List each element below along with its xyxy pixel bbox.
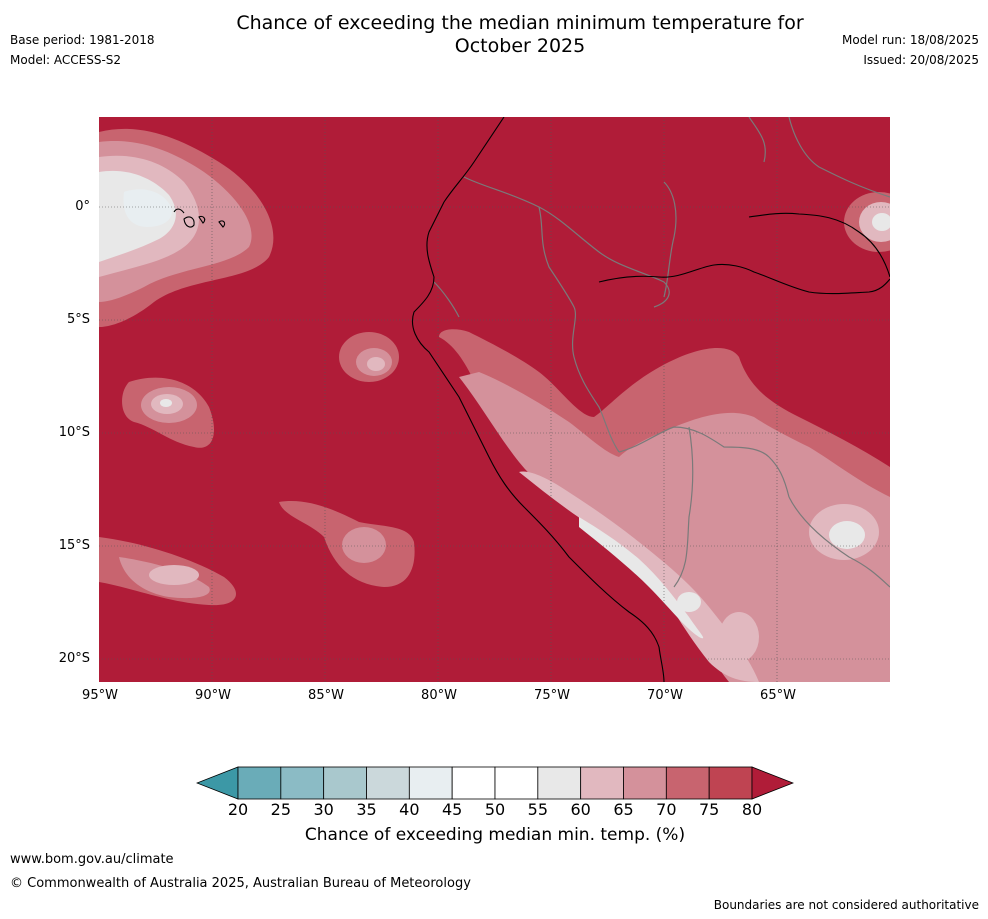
- lat-tick-10s: 10°S: [58, 425, 90, 440]
- lat-tick-5s: 5°S: [66, 312, 90, 327]
- colorbar-tick-45: 45: [441, 800, 463, 819]
- lat-tick-0: 0°: [75, 199, 90, 214]
- colorbar-swatch-30: [323, 766, 367, 800]
- colorbar-tick-55: 55: [527, 800, 548, 819]
- colorbar-tick-25: 25: [270, 800, 291, 819]
- contour-ocean-blob-4: [99, 537, 236, 606]
- national-boundaries: [433, 117, 890, 588]
- colorbar-swatch-55: [537, 766, 582, 800]
- colorbar-extend-low: [196, 766, 239, 800]
- colorbar-tick-40: 40: [399, 800, 420, 819]
- copyright: © Commonwealth of Australia 2025, Austra…: [10, 876, 471, 891]
- meta-right: Model run: 18/08/2025 Issued: 20/08/2025: [842, 30, 979, 70]
- colorbar-swatch-35: [366, 766, 410, 800]
- colorbar-tick-35: 35: [356, 800, 377, 819]
- graticule: [99, 117, 890, 682]
- disclaimer: Boundaries are not considered authoritat…: [713, 898, 979, 912]
- lon-tick-75w: 75°W: [534, 688, 570, 703]
- colorbar-swatch-65: [623, 766, 667, 800]
- lon-tick-65w: 65°W: [760, 688, 796, 703]
- lon-tick-80w: 80°W: [421, 688, 457, 703]
- lon-tick-85w: 85°W: [308, 688, 344, 703]
- map-title: Chance of exceeding the median minimum t…: [0, 12, 988, 58]
- contour-ocean-blob-3: [279, 501, 415, 587]
- title-line-1: Chance of exceeding the median minimum t…: [236, 12, 804, 34]
- colorbar-label: Chance of exceeding median min. temp. (%…: [304, 825, 686, 845]
- model-run: Model run: 18/08/2025: [841, 33, 979, 47]
- colorbar-swatch-45: [451, 766, 496, 800]
- title-line-2: October 2025: [454, 35, 586, 57]
- colorbar-swatch-60: [580, 766, 624, 800]
- website-link[interactable]: www.bom.gov.au/climate: [10, 852, 174, 867]
- lat-tick-15s: 15°S: [58, 538, 90, 553]
- colorbar-swatch-50: [494, 766, 539, 800]
- colorbar-tick-80: 80: [741, 800, 763, 819]
- colorbar-swatch-40: [408, 766, 453, 800]
- lat-tick-20s: 20°S: [58, 651, 90, 666]
- coastline: [173, 117, 890, 682]
- contour-ocean-blob-2: [122, 377, 214, 448]
- colorbar-tick-20: 20: [227, 800, 249, 819]
- colorbar-tick-70: 70: [656, 800, 677, 819]
- colorbar: [196, 766, 794, 800]
- lon-tick-95w: 95°W: [82, 688, 118, 703]
- colorbar-tick-50: 50: [484, 800, 506, 819]
- colorbar-swatch-75: [708, 766, 753, 800]
- colorbar-tick-30: 30: [313, 800, 334, 819]
- colorbar-tick-75: 75: [698, 800, 720, 819]
- meta-left: Base period: 1981-2018 Model: ACCESS-S2: [10, 30, 155, 70]
- colorbar-swatch-25: [280, 766, 325, 800]
- model-name: Model: ACCESS-S2: [10, 53, 122, 67]
- contour-galapagos: [99, 128, 274, 327]
- base-period: Base period: 1981-2018: [10, 33, 155, 47]
- colorbar-tick-65: 65: [613, 800, 634, 819]
- issued-date: Issued: 20/08/2025: [863, 53, 979, 67]
- lon-tick-90w: 90°W: [195, 688, 231, 703]
- colorbar-swatch-20: [237, 766, 282, 800]
- probability-map: [99, 117, 890, 682]
- colorbar-tick-60: 60: [570, 800, 591, 819]
- colorbar-swatch-70: [665, 766, 710, 800]
- contour-ocean-blob-1: [339, 332, 399, 382]
- colorbar-extend-high: [751, 766, 794, 800]
- lon-tick-70w: 70°W: [647, 688, 683, 703]
